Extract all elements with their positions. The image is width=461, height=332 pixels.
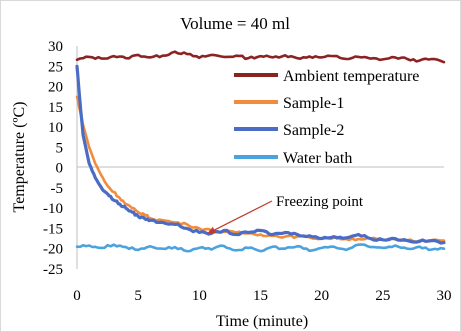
series-line-water-bath [75,243,446,253]
legend-label: Sample-2 [283,122,344,139]
chart-title: Volume = 40 ml [180,14,290,33]
series-line-ambient-temperature [75,50,446,64]
y-tick-label: 15 [48,100,63,116]
y-tick-label: 0 [56,161,64,177]
legend: Ambient temperature Sample-1 Sample-2 Water… [234,68,419,167]
legend-label: Water bath [283,150,352,167]
annotation-label: Freezing point [276,194,364,210]
x-tick-label: 20 [314,288,329,304]
y-tick-label: -15 [43,221,63,237]
legend-label: Ambient temperature [283,68,419,85]
y-tick-label: 30 [48,39,63,55]
annotation-arrowhead [207,226,216,234]
y-tick-label: -20 [43,242,63,258]
y-tick-label: -5 [51,181,64,197]
x-tick-label: 5 [134,288,142,304]
annotation: Freezing point [207,194,364,234]
y-tick-label: 25 [48,59,63,75]
y-axis-label: Temperature (ºC) [11,102,28,213]
legend-label: Sample-1 [283,95,344,112]
x-axis-label: Time (minute) [216,313,308,330]
x-tick-label: 10 [192,288,207,304]
annotation-arrow [212,200,273,232]
y-tick-label: 20 [48,80,63,96]
y-tick-label: 10 [48,120,63,136]
y-tick-label: -10 [43,201,63,217]
x-tick-label: 15 [253,288,268,304]
y-tick-label: 5 [56,140,64,156]
x-tick-label: 30 [437,288,452,304]
x-ticks: 0 5 10 15 20 25 30 [73,288,451,304]
x-tick-label: 0 [73,288,81,304]
series-line-sample-2 [75,64,446,245]
x-tick-label: 25 [375,288,390,304]
y-ticks: 30 25 20 15 10 5 0 -5 -10 -15 -20 -25 [43,39,63,278]
y-tick-label: -25 [43,262,63,278]
plot-series [75,50,446,253]
